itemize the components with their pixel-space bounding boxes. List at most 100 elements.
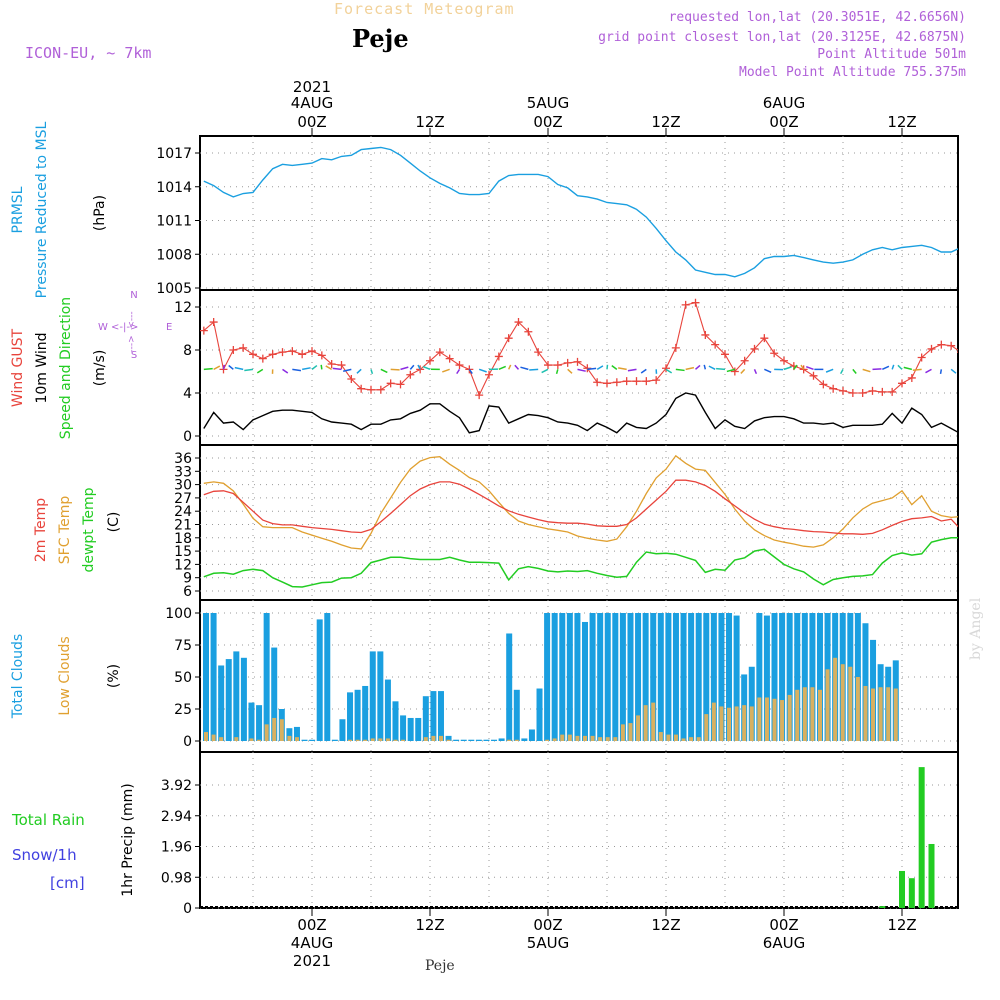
wind-direction-arrow (370, 369, 374, 375)
x-time-label-top: 12Z (651, 113, 680, 131)
total-cloud-bar (468, 739, 475, 741)
compass-lr: <-|-> (111, 322, 138, 333)
y-tick-label: 0.98 (161, 870, 192, 886)
gust-marker (465, 365, 474, 374)
total-cloud-bar (756, 613, 763, 741)
low-cloud-bar (727, 707, 732, 741)
total-cloud-bar (506, 633, 513, 741)
total-cloud-bar (384, 679, 391, 741)
wind-direction-arrow (507, 364, 512, 370)
low-cloud-bar (711, 702, 716, 741)
gust-marker (337, 361, 346, 370)
gust-marker (691, 298, 700, 307)
gust-marker (258, 354, 267, 363)
model-altitude: Model Point Altitude 755.375m (739, 65, 966, 80)
pressure-unit: (hPa) (92, 195, 108, 231)
panel-frame (199, 444, 959, 601)
dewpt-temp-line (203, 537, 958, 588)
wind-direction-arrow (793, 364, 798, 370)
x-date-label-bottom: 6AUG (763, 934, 805, 952)
total-cloud-bar (672, 613, 679, 741)
total-cloud-bar (794, 613, 801, 741)
total-cloud-bar (703, 613, 710, 741)
gust-marker (386, 379, 395, 388)
y-tick-label: 36 (174, 451, 192, 467)
gust-marker (357, 384, 366, 393)
total-cloud-bar (582, 621, 588, 741)
total-cloud-bar (453, 739, 460, 741)
gust-marker (612, 378, 621, 387)
compass-w: W (98, 322, 108, 333)
wind-direction-arrow (203, 367, 213, 371)
y-tick-label: 0 (183, 734, 192, 750)
wind-direction-arrow (587, 367, 597, 371)
low-cloud-bar (810, 687, 815, 741)
total-cloud-bar (635, 613, 642, 741)
y-tick-label: 12 (174, 300, 192, 316)
gust-marker (435, 348, 444, 357)
low-cloud-bar (780, 700, 785, 741)
y-tick-label: 1017 (156, 146, 192, 162)
wind-speed-label: 10m Wind (34, 332, 50, 403)
gust-marker (563, 358, 572, 367)
total-cloud-bar (619, 613, 626, 741)
wind-direction-arrow (514, 364, 520, 370)
y-tick-label: 75 (174, 638, 192, 654)
gust-marker (917, 353, 926, 362)
low-cloud-bar (734, 706, 739, 741)
gust-marker (268, 350, 277, 359)
x-date-label-bottom: 5AUG (527, 934, 569, 952)
total-cloud-bar (748, 666, 755, 741)
low-cloud-bar (211, 734, 216, 741)
wind-direction-arrow (244, 368, 254, 372)
total-cloud-bar (816, 613, 823, 741)
gust-marker (701, 330, 710, 339)
low-cloud-bar (742, 705, 747, 741)
precip-unit: 1hr Precip (mm) (120, 783, 136, 896)
gust-marker (396, 380, 405, 389)
low-cloud-bar (370, 738, 375, 741)
total-cloud-bar (422, 696, 429, 741)
wind-direction-arrow (703, 364, 707, 370)
wind-direction-arrow (541, 368, 549, 374)
low-cloud-bar (583, 735, 587, 741)
gust-marker (445, 354, 454, 363)
total-cloud-bar (445, 735, 452, 741)
gust-marker (996, 398, 1000, 406)
gust-marker (298, 350, 307, 359)
y-tick-label: 1.96 (161, 840, 192, 856)
snow-unit: [cm] (50, 874, 85, 892)
wind-direction-arrow (380, 368, 388, 374)
wind-direction-arrow (862, 368, 871, 373)
y-tick-label: 33 (174, 464, 192, 480)
low-cloud-bar (878, 687, 883, 741)
wind-direction-arrow (753, 369, 758, 375)
low-cloud-bar (560, 734, 565, 741)
wind-direction-arrow (805, 366, 814, 371)
gust-marker (799, 365, 808, 374)
y-tick-label: 8 (183, 343, 192, 359)
total-cloud-bar (521, 738, 528, 741)
wind-direction-arrow (400, 366, 409, 371)
total-cloud-bar (263, 613, 270, 741)
total-cloud-bar (271, 647, 278, 741)
total-cloud-bar (604, 613, 611, 741)
gust-marker (347, 375, 356, 384)
pressure-label-1: PRMSL (10, 186, 26, 233)
point-altitude: Point Altitude 501m (817, 47, 966, 62)
wind-direction-arrow (596, 365, 604, 370)
low-cloud-bar (855, 677, 860, 741)
gust-marker (239, 343, 248, 352)
y-tick-label: 1014 (156, 180, 192, 196)
wind-direction-arrow (685, 366, 695, 371)
low-cloud-bar (666, 734, 671, 741)
total-cloud-bar (809, 613, 816, 741)
compass-e: E (166, 322, 172, 333)
compass-n: N (130, 290, 137, 301)
gust-marker (740, 356, 749, 365)
x-time-label-top: 00Z (533, 113, 562, 131)
wind-direction-arrow (611, 365, 618, 370)
low-cloud-bar (378, 738, 383, 741)
total-cloud-bar (513, 689, 520, 741)
wind-direction-arrow (708, 365, 716, 371)
